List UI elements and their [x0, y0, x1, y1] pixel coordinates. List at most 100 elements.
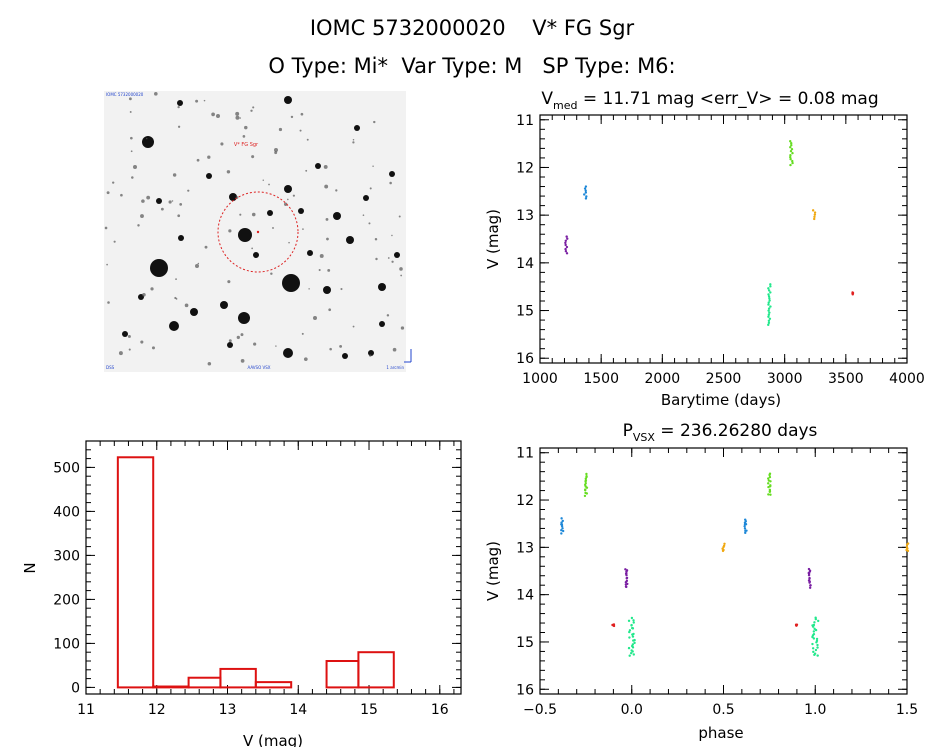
star: [368, 350, 374, 356]
data-point: [560, 532, 563, 535]
star: [220, 142, 224, 146]
histogram-bar: [254, 681, 293, 689]
x-tick-label: 13: [219, 702, 237, 718]
star: [146, 195, 151, 200]
data-point: [584, 477, 588, 480]
data-point: [767, 309, 770, 312]
star: [177, 214, 181, 218]
star: [299, 129, 302, 132]
star: [272, 227, 274, 229]
data-point: [768, 299, 771, 302]
data-point: [768, 475, 772, 479]
data-point: [812, 650, 815, 654]
star: [238, 312, 250, 324]
data-point: [769, 283, 772, 286]
star: [235, 115, 240, 120]
data-point: [561, 527, 564, 530]
star: [172, 173, 177, 177]
star: [284, 185, 292, 193]
star: [187, 189, 190, 192]
star: [292, 194, 295, 197]
data-point: [585, 195, 588, 198]
target-circle: [217, 191, 299, 273]
x-tick-label: 11: [77, 702, 95, 718]
star: [327, 268, 331, 272]
data-point: [769, 480, 772, 483]
histogram-chart: 11 12 13 14 15 16 0 100 200 300 400 500 V (mag) N: [21, 440, 462, 747]
star: [352, 325, 355, 328]
star: [315, 163, 321, 169]
star: [274, 151, 278, 155]
star: [394, 252, 400, 258]
histogram-bar: [219, 667, 257, 689]
chart-title-line2: O Type: Mi* Var Type: M SP Type: M6:: [268, 54, 676, 78]
data-point: [791, 161, 794, 165]
histogram-bar: [357, 651, 395, 689]
y-tick-label: 200: [53, 592, 80, 608]
star: [326, 237, 329, 241]
data-point: [584, 480, 587, 483]
star: [368, 222, 371, 225]
histogram-bar: [325, 660, 360, 689]
star: [204, 245, 208, 249]
y-tick-label: 11: [516, 113, 534, 129]
data-point: [583, 187, 587, 190]
star: [333, 212, 341, 220]
data-point: [767, 293, 770, 296]
star: [238, 228, 252, 242]
data-point: [791, 159, 794, 163]
data-point: [789, 149, 793, 153]
y-tick-label: 14: [516, 588, 534, 604]
data-point: [583, 193, 586, 196]
phase-plot-chart: −0.5 0.0 0.5 1.0 1.5 11 12 13 14 15 16 PVSX = 236.2…: [484, 421, 918, 742]
x-tick-label: 16: [431, 702, 449, 718]
light-curve-chart: 1000 1500 2000 2500 3000 3500 4000 11 12 13 14 15 16…: [484, 89, 925, 409]
star: [207, 361, 212, 366]
data-point: [625, 585, 628, 589]
star: [106, 191, 110, 195]
data-point: [585, 472, 588, 476]
y-axis-label: V (mag): [484, 209, 502, 269]
data-point: [564, 250, 568, 253]
data-point: [811, 642, 814, 646]
star: [177, 105, 180, 109]
star: [251, 155, 255, 159]
data-point: [583, 489, 587, 492]
star: [177, 125, 181, 128]
x-tick-label: 2500: [706, 371, 742, 387]
data-point: [584, 185, 588, 188]
star: [195, 264, 199, 268]
data-point: [564, 247, 567, 251]
star: [236, 335, 240, 340]
star: [107, 301, 110, 304]
data-point: [628, 630, 631, 634]
data-point: [631, 627, 635, 630]
data-point: [632, 653, 635, 656]
star: [318, 269, 321, 272]
data-point: [814, 648, 818, 652]
data-point: [768, 317, 772, 320]
data-point: [815, 641, 818, 644]
target-label: V* FG Sgr: [234, 142, 259, 148]
y-axis-label: N: [21, 562, 39, 573]
data-point: [769, 285, 772, 288]
y-tick-label: 12: [516, 493, 534, 509]
data-point: [561, 519, 564, 523]
data-point: [629, 651, 633, 655]
y-tick-label: 500: [53, 460, 80, 476]
x-axis-label: Barytime (days): [661, 391, 781, 409]
data-point: [790, 142, 793, 145]
data-point: [812, 630, 816, 633]
data-point: [814, 628, 818, 632]
data-point: [632, 639, 635, 642]
data-point: [628, 654, 631, 657]
star: [197, 262, 200, 265]
star: [374, 238, 378, 241]
star: [340, 287, 343, 291]
star: [227, 342, 233, 348]
data-point: [632, 621, 635, 624]
star: [323, 286, 331, 294]
data-point: [816, 654, 819, 657]
x-tick-label: 15: [360, 702, 378, 718]
star: [142, 292, 146, 297]
